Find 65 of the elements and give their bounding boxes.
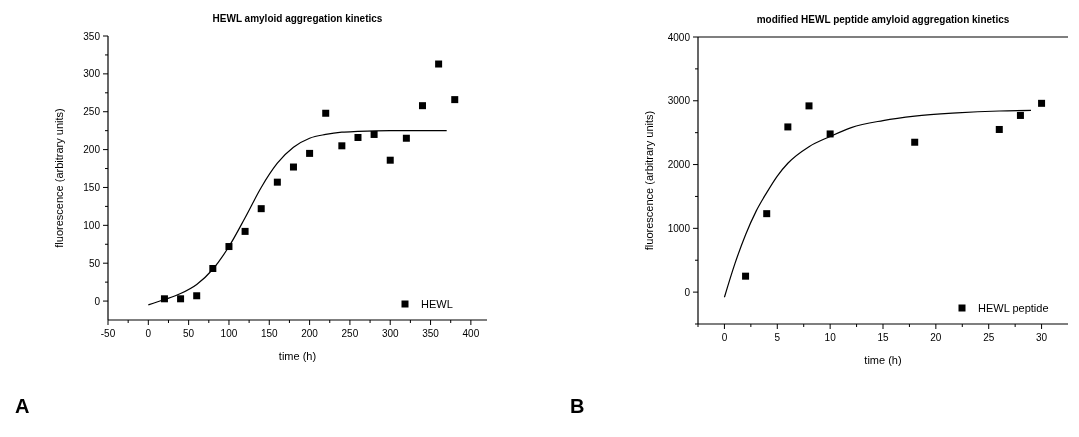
point (1016, 111, 1024, 119)
x-tick-label: 50 (183, 328, 195, 339)
x-tick-label: 5 (774, 332, 781, 343)
y-tick-label: 50 (88, 257, 101, 269)
x-tick-label: 0 (145, 328, 152, 339)
x-tick-label: -50 (100, 328, 116, 339)
x-axis-title: time (h) (864, 354, 902, 366)
text: B (570, 395, 585, 417)
point (763, 210, 771, 218)
y-tick-label: 4000 (667, 31, 691, 43)
y-tick-label: 100 (83, 219, 101, 231)
x-tick-label: 300 (381, 328, 400, 339)
point (177, 295, 185, 303)
point (784, 123, 792, 131)
y-tick-label: 350 (83, 30, 101, 42)
point (435, 60, 443, 68)
point (273, 178, 281, 186)
point (805, 102, 813, 110)
point (193, 292, 201, 300)
point (451, 96, 459, 104)
point (911, 138, 919, 146)
legend-label: HEWL (421, 298, 453, 310)
x-tick-label: 20 (930, 332, 942, 343)
point (402, 134, 410, 142)
y-tick-label: 2000 (667, 159, 691, 171)
point (322, 109, 330, 117)
point (742, 272, 750, 280)
text: A (15, 395, 30, 417)
point (1038, 99, 1046, 107)
x-tick-label: 100 (220, 328, 238, 339)
x-tick-label: 25 (983, 332, 995, 343)
y-tick-label: 250 (83, 106, 101, 118)
y-axis-title: fluorescence (arbitrary units) (643, 110, 655, 251)
y-tick-label: 300 (83, 68, 101, 80)
chart-title: modified HEWL peptide amyloid aggregation kinetics (756, 14, 1010, 25)
x-tick-label: 200 (301, 328, 319, 339)
point (338, 142, 346, 150)
y-tick-label: 150 (83, 181, 101, 193)
point (241, 227, 249, 235)
point (370, 130, 378, 138)
chart-title: HEWL amyloid aggregation kinetics (212, 13, 383, 24)
legend-label: HEWL peptide (978, 302, 1049, 314)
point (995, 125, 1003, 133)
x-tick-label: 150 (260, 328, 279, 339)
x-tick-label: 30 (1036, 332, 1048, 343)
y-tick-label: 1000 (667, 222, 691, 234)
x-axis-title: time (h) (278, 350, 317, 362)
line-series (723, 109, 1032, 298)
y-tick-label: 0 (684, 286, 691, 298)
y-tick-label: 3000 (667, 95, 691, 107)
point (306, 149, 314, 157)
y-axis-title: fluorescence (arbitrary units) (53, 108, 65, 248)
x-tick-label: 350 (422, 328, 440, 339)
x-tick-label: 15 (877, 332, 889, 343)
x-tick-label: 400 (462, 328, 480, 339)
x-tick-label: 0 (721, 332, 728, 343)
point (289, 163, 297, 171)
x-tick-label: 10 (824, 332, 837, 343)
point (386, 156, 394, 164)
x-tick-label: 250 (341, 328, 359, 339)
point (418, 102, 426, 110)
y-tick-label: 200 (83, 144, 101, 156)
point (257, 205, 265, 213)
y-tick-label: 0 (94, 295, 101, 307)
point (354, 133, 362, 141)
